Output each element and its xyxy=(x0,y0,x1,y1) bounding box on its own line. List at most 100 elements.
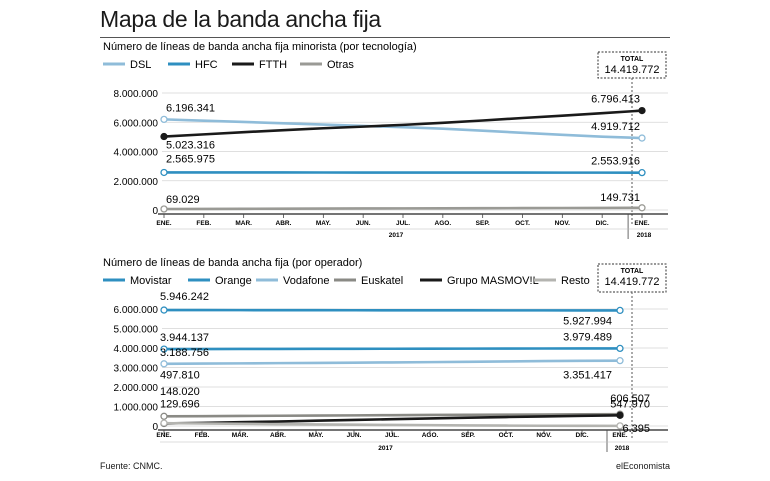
series-line-0 xyxy=(163,118,643,140)
y-tick-label: 8.000.000 xyxy=(114,89,159,100)
start-value-label: 5.946.242 xyxy=(160,291,209,303)
series-start-point xyxy=(160,345,168,353)
y-tick-label: 1.000.000 xyxy=(114,403,159,414)
x-tick-label: MAR. xyxy=(232,432,249,439)
legend-label: DSL xyxy=(130,59,151,71)
y-tick-label: 6.000.000 xyxy=(114,305,159,316)
series-start-point xyxy=(160,360,168,368)
x-tick-label: ABR. xyxy=(276,220,292,227)
legend-label: Otras xyxy=(327,59,354,71)
legend-label: Grupo MASMOV!L xyxy=(447,275,539,287)
end-value-label: 2.553.916 xyxy=(591,156,640,168)
total-label: TOTAL xyxy=(621,268,644,275)
series-end-point xyxy=(616,356,624,365)
series-end-point xyxy=(616,344,624,353)
start-value-label: 3.944.137 xyxy=(160,332,209,344)
x-tick-label: OCT. xyxy=(499,432,514,439)
x-tick-label: JUL. xyxy=(385,432,399,439)
end-value-label: 6.395 xyxy=(622,423,650,435)
series-end-point xyxy=(616,422,624,430)
y-tick-label: 4.000.000 xyxy=(114,148,159,159)
legend-label: Vodafone xyxy=(283,275,330,287)
y-tick-label: 3.000.000 xyxy=(114,364,159,375)
source-note: Fuente: CNMC. xyxy=(100,461,163,471)
legend-label: Euskatel xyxy=(361,275,403,287)
series-start-point xyxy=(160,132,168,141)
chart-title: Número de líneas de banda ancha fija (po… xyxy=(103,257,362,269)
series-end-point xyxy=(638,106,646,115)
series-line-1 xyxy=(163,347,621,351)
start-value-label: 5.023.316 xyxy=(166,140,215,152)
start-value-label: 2.565.975 xyxy=(166,153,215,165)
series-start-point xyxy=(160,306,168,314)
start-value-label: 497.810 xyxy=(160,369,200,381)
series-start-point xyxy=(160,412,168,420)
y-tick-label: 6.000.000 xyxy=(114,118,159,129)
x-tick-label: ABR. xyxy=(270,432,286,439)
x-tick-label: DIC. xyxy=(596,220,609,227)
x-tick-label: FEB. xyxy=(196,220,211,227)
series-start-point xyxy=(160,115,168,124)
end-value-label: 6.796.413 xyxy=(591,94,640,106)
x-tick-label: OCT. xyxy=(515,220,530,227)
start-value-label: 6.196.341 xyxy=(166,102,215,114)
x-tick-label: JUL. xyxy=(396,220,410,227)
series-line-2 xyxy=(163,109,643,138)
x-tick-label: NOV. xyxy=(555,220,570,227)
end-value-label: 5.927.994 xyxy=(563,315,612,327)
year-label: 2017 xyxy=(389,232,404,239)
chart-by-operator: Número de líneas de banda ancha fija (po… xyxy=(103,257,668,452)
series-end-point xyxy=(616,306,624,315)
end-value-label: 149.731 xyxy=(600,192,640,204)
x-tick-label: DIC. xyxy=(576,432,589,439)
end-value-label: 606.507 xyxy=(610,393,650,405)
y-tick-label: 2.000.000 xyxy=(114,177,159,188)
start-value-label: 129.696 xyxy=(160,398,200,410)
total-label: TOTAL xyxy=(621,56,644,63)
series-end-point xyxy=(616,411,624,419)
series-line-3 xyxy=(163,206,643,211)
brand-logo: elEconomista xyxy=(615,461,670,471)
legend-label: Resto xyxy=(561,275,590,287)
end-value-label: 547.970 xyxy=(610,398,650,410)
x-tick-label: MAY. xyxy=(309,432,324,439)
series-start-point xyxy=(160,205,168,213)
x-tick-label: JUN. xyxy=(356,220,371,227)
total-value: 14.419.772 xyxy=(604,64,659,76)
y-tick-label: 2.000.000 xyxy=(114,383,159,394)
x-tick-label: SEP. xyxy=(461,432,475,439)
y-tick-label: 0 xyxy=(152,206,158,217)
y-tick-label: 4.000.000 xyxy=(114,344,159,355)
x-tick-label: ENE. xyxy=(156,220,171,227)
x-tick-label: ENE. xyxy=(612,432,627,439)
x-tick-label: SEP. xyxy=(476,220,490,227)
legend-label: HFC xyxy=(195,59,218,71)
start-value-label: 3.188.756 xyxy=(160,347,209,359)
series-line-4 xyxy=(163,414,621,425)
x-tick-label: AGO. xyxy=(422,432,439,439)
x-tick-label: JUN. xyxy=(347,432,362,439)
total-box xyxy=(597,51,667,79)
series-start-point xyxy=(160,168,168,177)
series-start-point xyxy=(160,419,168,427)
legend-label: Orange xyxy=(215,275,252,287)
x-tick-label: MAR. xyxy=(235,220,252,227)
series-end-point xyxy=(638,204,646,212)
series-end-point xyxy=(638,134,646,142)
year-label: 2018 xyxy=(637,232,652,239)
series-end-point xyxy=(638,168,646,177)
x-tick-label: FEB. xyxy=(195,432,210,439)
chart-title: Número de líneas de banda ancha fija min… xyxy=(103,41,417,53)
year-label: 2018 xyxy=(615,445,630,452)
y-tick-label: 0 xyxy=(152,422,158,433)
end-value-label: 4.919.712 xyxy=(591,121,640,133)
end-value-label: 3.351.417 xyxy=(563,370,612,382)
title-divider xyxy=(100,37,670,38)
x-tick-label: ENE. xyxy=(156,432,171,439)
y-tick-label: 5.000.000 xyxy=(114,325,159,336)
x-tick-label: AGO. xyxy=(435,220,452,227)
series-line-3 xyxy=(163,412,621,418)
x-tick-label: MAY. xyxy=(316,220,331,227)
year-label: 2017 xyxy=(378,445,393,452)
x-tick-label: NOV. xyxy=(536,432,551,439)
